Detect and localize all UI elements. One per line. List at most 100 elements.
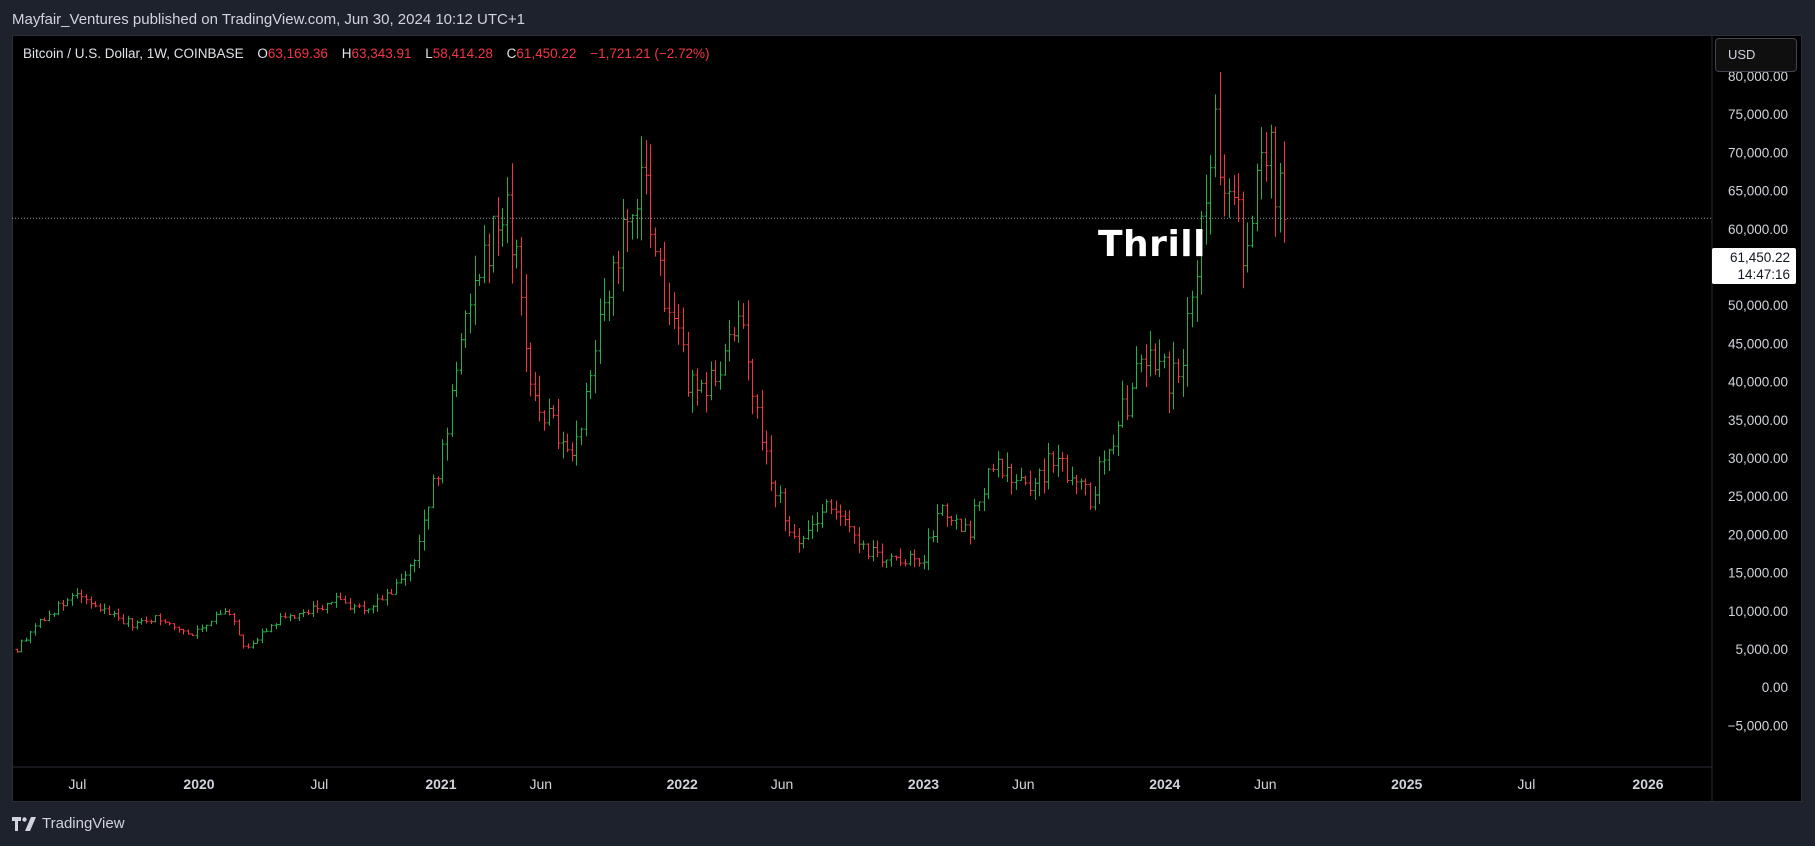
ohlc-bar: [158, 613, 163, 626]
price-tick-label: 45,000.00: [1728, 336, 1788, 351]
ohlc-bar: [889, 553, 894, 567]
time-tick-label: 2024: [1149, 776, 1180, 792]
ohlc-bar: [611, 255, 616, 316]
ohlc-bars: [15, 71, 1287, 653]
ohlc-bar: [218, 609, 223, 615]
ohlc-bar: [334, 592, 339, 608]
ohlc-bar: [278, 612, 283, 626]
ohlc-bar: [727, 319, 732, 362]
ohlc-bar: [834, 500, 839, 520]
price-tick-label: 50,000.00: [1728, 298, 1788, 313]
ohlc-bar: [186, 629, 191, 635]
ohlc-bar: [144, 616, 149, 624]
ohlc-bar: [482, 225, 487, 284]
ohlc-bar: [177, 626, 182, 633]
ohlc-bar: [1042, 458, 1047, 494]
ohlc-bar: [431, 474, 436, 509]
ohlc-bar: [565, 433, 570, 453]
ohlc-bar: [847, 510, 852, 533]
ohlc-bar: [584, 382, 589, 437]
ohlc-bar: [968, 520, 973, 545]
ohlc-bar: [579, 427, 584, 446]
change-value: −1,721.21 (−2.72%): [590, 46, 710, 61]
ohlc-bar: [1144, 344, 1149, 388]
ohlc-bar: [315, 600, 320, 614]
ohlc-bar: [28, 631, 33, 644]
ohlc-bar: [1176, 358, 1181, 384]
ohlc-bar: [648, 144, 653, 249]
close-value: 61,450.22: [516, 46, 577, 61]
price-tick-label: 75,000.00: [1728, 107, 1788, 122]
ohlc-bar: [15, 648, 20, 653]
footer-brand: TradingView: [42, 815, 125, 832]
ohlc-bar: [829, 499, 834, 515]
last-price-value: 61,450.22: [1729, 250, 1790, 265]
ohlc-bar: [200, 624, 205, 633]
ohlc-bar: [843, 510, 848, 527]
ohlc-bar: [1028, 470, 1033, 496]
ohlc-bar: [61, 600, 66, 611]
ohlc-bar: [70, 592, 75, 606]
ohlc-bar: [510, 163, 515, 284]
ohlc-bar: [1005, 452, 1010, 482]
ohlc-bar: [1218, 71, 1223, 186]
ohlc-bar: [524, 273, 529, 372]
ohlc-bar: [440, 439, 445, 484]
ohlc-bar: [426, 506, 431, 530]
ohlc-bar: [227, 609, 232, 616]
time-tick-label: 2021: [425, 776, 456, 792]
ohlc-bar: [690, 369, 695, 413]
ohlc-bar: [52, 612, 57, 617]
ohlc-bar: [107, 605, 112, 615]
ohlc-bar: [255, 637, 260, 644]
ohlc-bar: [658, 247, 663, 276]
price-tick-label: 80,000.00: [1728, 69, 1788, 84]
price-tick-label: 65,000.00: [1728, 184, 1788, 199]
tradingview-logo[interactable]: TradingView: [12, 813, 125, 835]
tradingview-icon: [12, 817, 36, 831]
ohlc-bar: [75, 588, 80, 599]
ohlc-bar: [1097, 456, 1102, 505]
ohlc-bar: [1088, 482, 1093, 510]
currency-button[interactable]: USD: [1715, 38, 1797, 72]
time-tick-label: Jun: [1254, 776, 1277, 792]
time-tick-label: 2020: [183, 776, 214, 792]
ohlc-bar: [704, 372, 709, 413]
ohlc-bar: [880, 543, 885, 568]
ohlc-bar: [237, 619, 242, 636]
ohlc-bar: [695, 368, 700, 406]
ohlc-bar: [750, 358, 755, 415]
ohlc-bar: [547, 398, 552, 426]
ohlc-bar: [1130, 382, 1135, 418]
ohlc-bar: [982, 487, 987, 512]
ohlc-bar: [274, 623, 279, 630]
ohlc-bar: [931, 530, 936, 543]
ohlc-bar: [1120, 380, 1125, 428]
ohlc-bar: [986, 468, 991, 500]
chart-panel[interactable]: [12, 35, 1802, 802]
ohlc-bar: [283, 612, 288, 619]
thrill-annotation[interactable]: Thrill: [1098, 224, 1206, 265]
ohlc-bar: [1232, 175, 1237, 205]
ohlc-bar: [861, 540, 866, 550]
ohlc-bar: [1199, 211, 1204, 295]
ohlc-bar: [1074, 474, 1079, 495]
ohlc-bar: [1255, 163, 1260, 232]
ohlc-bar: [820, 504, 825, 528]
ohlc-bar: [459, 333, 464, 375]
ohlc-bar: [135, 620, 140, 630]
ohlc-bar: [551, 405, 556, 419]
symbol-legend[interactable]: Bitcoin / U.S. Dollar, 1W, COINBASE O63,…: [23, 45, 710, 63]
ohlc-bar: [857, 527, 862, 554]
ohlc-bar: [195, 625, 200, 639]
ohlc-bar: [408, 563, 413, 582]
ohlc-bar: [672, 292, 677, 330]
ohlc-bar: [42, 617, 47, 622]
ohlc-bar: [1208, 155, 1213, 235]
ohlc-bar: [940, 504, 945, 516]
ohlc-bar: [301, 609, 306, 618]
ohlc-bar: [56, 601, 61, 616]
ohlc-bar: [528, 342, 533, 397]
ohlc-bar: [209, 620, 214, 627]
